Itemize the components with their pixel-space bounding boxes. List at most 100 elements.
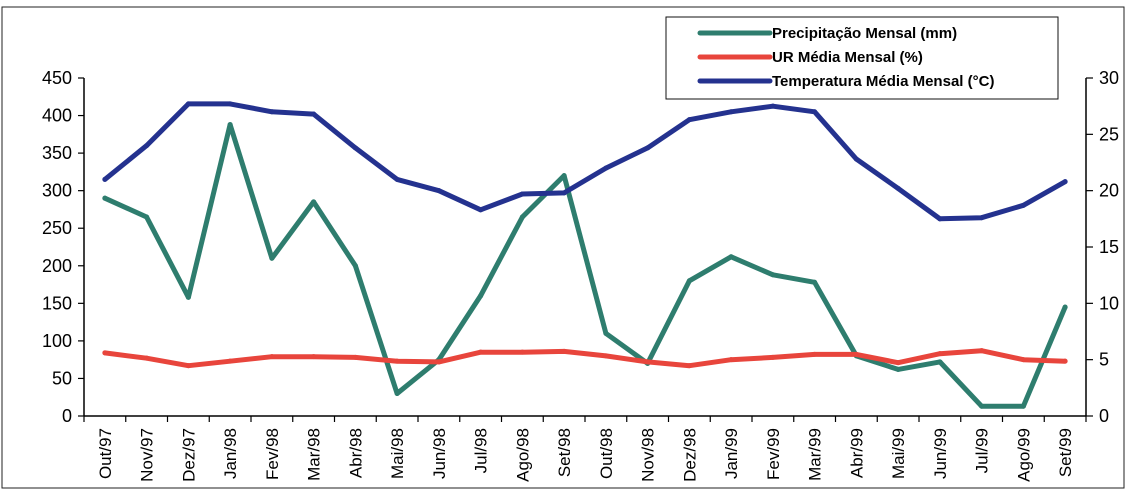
right-tick-label: 15 [1099,237,1119,257]
left-tick-label: 0 [62,406,72,426]
data-point [937,216,943,222]
data-point [686,117,692,123]
data-point [1062,179,1068,185]
data-point [227,358,233,364]
data-point [227,122,233,128]
left-tick-label: 200 [42,256,72,276]
x-tick-label: Mai/98 [388,428,407,479]
right-tick-label: 0 [1099,406,1109,426]
right-tick-label: 20 [1099,181,1119,201]
data-point [269,255,275,261]
data-point [937,359,943,365]
data-point [478,349,484,355]
data-point [728,109,734,115]
data-point [436,359,442,365]
data-point [728,357,734,363]
x-tick-label: Out/98 [597,428,616,479]
left-tick-label: 250 [42,218,72,238]
left-tick-label: 450 [42,68,72,88]
data-point [394,358,400,364]
x-tick-label: Fev/98 [263,428,282,480]
data-point [603,165,609,171]
data-point [895,366,901,372]
x-tick-label: Abr/98 [346,428,365,478]
data-point [603,330,609,336]
data-point [144,143,150,149]
data-point [895,360,901,366]
x-tick-label: Dez/97 [179,428,198,482]
x-tick-label: Jan/99 [722,428,741,479]
data-point [436,188,442,194]
data-point [478,207,484,213]
data-point [1062,358,1068,364]
data-point [686,363,692,369]
series-line-0 [102,122,1068,409]
right-tick-label: 25 [1099,124,1119,144]
x-tick-label: Jun/98 [430,428,449,479]
x-tick-label: Jul/99 [973,428,992,473]
data-point [394,390,400,396]
legend-label: Precipitação Mensal (mm) [772,25,957,42]
x-tick-label: Out/97 [96,428,115,479]
data-point [227,101,233,107]
data-point [812,279,818,285]
data-point [937,351,943,357]
data-point [102,195,108,201]
data-point [185,363,191,369]
left-tick-label: 400 [42,106,72,126]
data-point [561,190,567,196]
legend-label: Temperatura Média Mensal (°C) [772,73,994,90]
left-tick-label: 300 [42,181,72,201]
data-point [102,350,108,356]
data-point [728,254,734,260]
right-tick-label: 30 [1099,68,1119,88]
data-point [895,185,901,191]
x-tick-label: Ago/98 [513,428,532,482]
data-point [770,272,776,278]
x-tick-label: Jul/98 [472,428,491,473]
x-tick-label: Set/99 [1056,428,1075,477]
data-point [352,263,358,269]
data-point [311,199,317,205]
data-point [352,354,358,360]
x-tick-label: Mai/99 [889,428,908,479]
data-point [561,348,567,354]
data-point [1062,304,1068,310]
x-tick-label: Nov/98 [639,428,658,482]
data-point [1020,403,1026,409]
x-tick-label: Jan/98 [221,428,240,479]
data-point [311,111,317,117]
data-point [519,349,525,355]
data-point [185,101,191,107]
data-point [144,214,150,220]
right-tick-label: 10 [1099,293,1119,313]
data-point [645,145,651,151]
data-point [478,293,484,299]
data-point [812,351,818,357]
data-point [519,214,525,220]
data-point [1020,357,1026,363]
x-tick-label: Fev/99 [764,428,783,480]
data-point [770,103,776,109]
left-tick-label: 150 [42,293,72,313]
data-point [603,353,609,359]
data-point [269,109,275,115]
data-point [102,176,108,182]
chart-border [1,6,1125,489]
data-point [519,191,525,197]
x-tick-label: Ago/99 [1014,428,1033,482]
left-tick-label: 50 [52,368,72,388]
legend: Precipitação Mensal (mm) UR Média Mensal … [665,16,1059,100]
right-tick-label: 5 [1099,350,1109,370]
data-point [352,145,358,151]
series-line-1 [102,348,1068,369]
data-point [144,355,150,361]
data-point [645,359,651,365]
data-point [686,278,692,284]
data-point [979,348,985,354]
legend-label: UR Média Mensal (%) [772,49,923,66]
data-point [269,354,275,360]
x-tick-label: Jun/99 [931,428,950,479]
